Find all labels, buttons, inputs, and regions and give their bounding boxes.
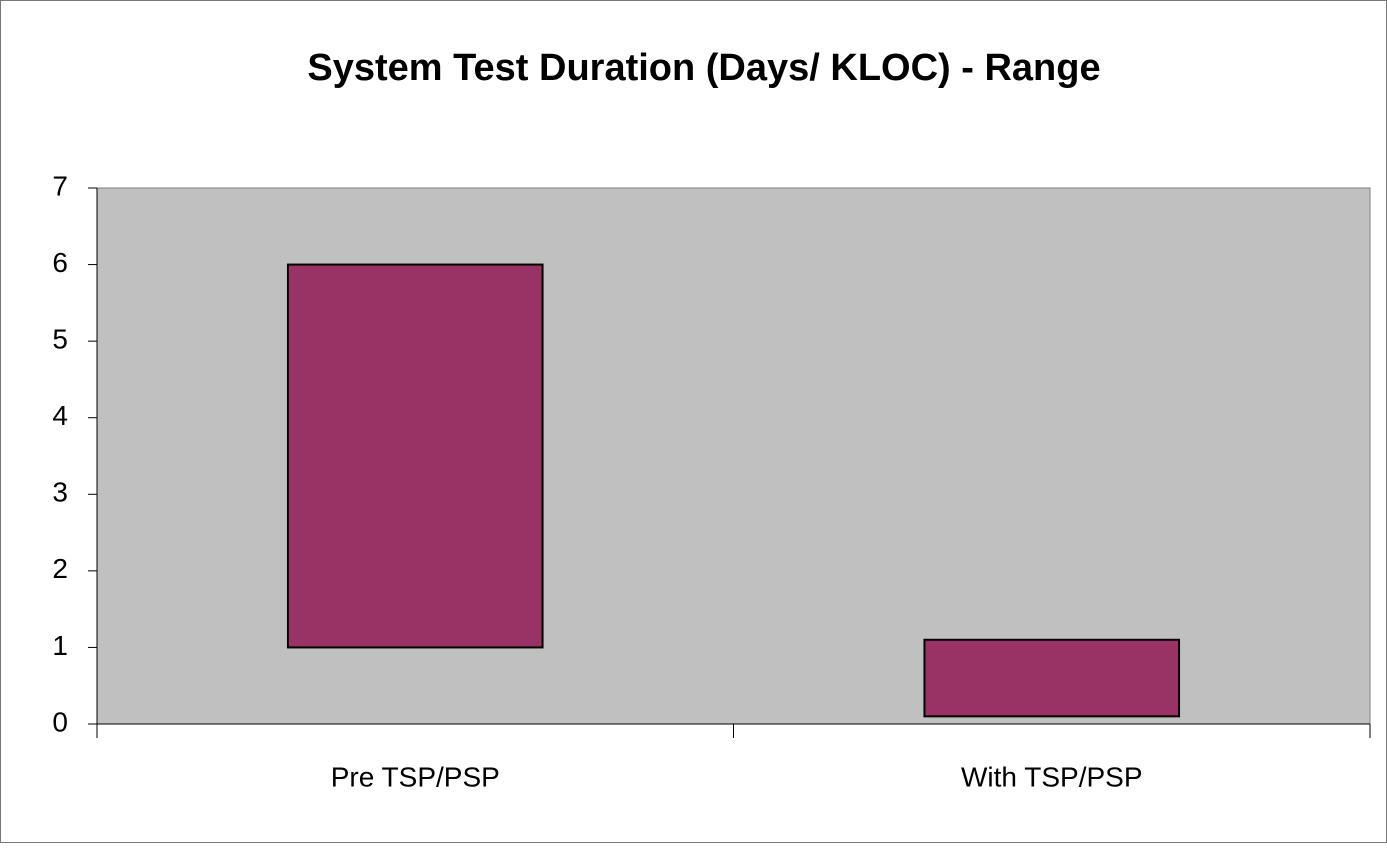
x-tick-label: Pre TSP/PSP [331, 761, 500, 792]
y-tick-label: 5 [52, 324, 68, 355]
y-tick-label: 4 [52, 400, 68, 431]
chart-title: System Test Duration (Days/ KLOC) - Rang… [307, 47, 1100, 89]
y-tick-label: 1 [52, 630, 68, 661]
x-tick-label: With TSP/PSP [961, 761, 1143, 792]
y-tick-label: 3 [52, 477, 68, 508]
bar [923, 638, 1181, 718]
bar [286, 263, 544, 649]
y-tick-label: 0 [52, 706, 68, 737]
y-tick-label: 7 [52, 170, 68, 201]
y-tick-label: 2 [52, 553, 68, 584]
y-tick-label: 6 [52, 247, 68, 278]
